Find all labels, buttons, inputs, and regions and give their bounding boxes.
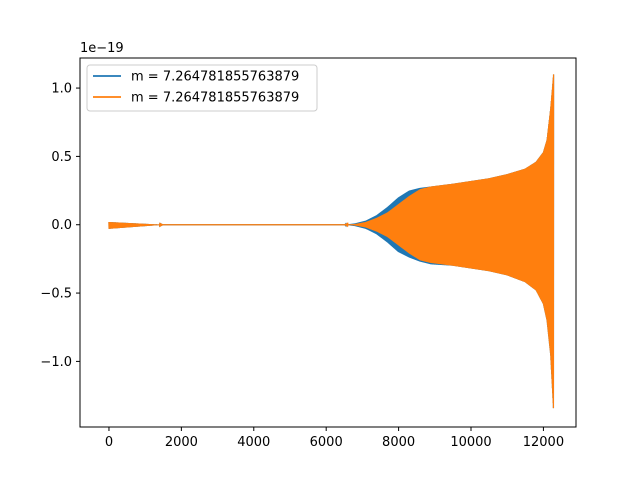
y-tick-label: 0.5 [51, 150, 72, 165]
y-tick-label: −0.5 [40, 287, 72, 302]
legend-box [86, 64, 318, 112]
x-tick-label: 8000 [382, 435, 415, 450]
legend-label-2: m = 7.264781855763879 [131, 91, 299, 106]
axes-frame [79, 57, 577, 428]
legend: m = 7.264781855763879 m = 7.2647818557638… [86, 64, 318, 112]
y-axis: −1.0 −0.5 0.0 0.5 1.0 [40, 82, 80, 370]
legend-label-1: m = 7.264781855763879 [131, 70, 299, 85]
x-tick-label: 4000 [237, 435, 270, 450]
y-tick-label: 1.0 [51, 82, 72, 97]
x-tick-label: 6000 [310, 435, 343, 450]
x-axis: 0 2000 4000 6000 8000 10000 12000 [105, 427, 564, 450]
plot-area [108, 74, 555, 409]
series-line-2 [108, 74, 555, 409]
x-tick-label: 10000 [450, 435, 491, 450]
x-tick-label: 0 [105, 435, 113, 450]
y-tick-label: 0.0 [51, 218, 72, 233]
y-tick-label: −1.0 [40, 355, 72, 370]
y-offset-label: 1e−19 [80, 41, 124, 56]
x-tick-label: 2000 [165, 435, 198, 450]
x-tick-label: 12000 [523, 435, 564, 450]
